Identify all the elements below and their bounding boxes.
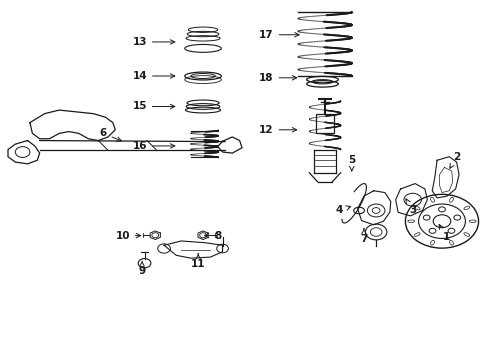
Text: 17: 17	[259, 30, 299, 40]
Text: 13: 13	[132, 37, 174, 47]
Text: 15: 15	[132, 102, 174, 112]
Text: 18: 18	[259, 73, 296, 83]
Text: 5: 5	[347, 155, 355, 171]
Text: 12: 12	[259, 125, 296, 135]
Text: 2: 2	[449, 152, 459, 168]
Text: 8: 8	[204, 231, 221, 240]
Text: 6: 6	[99, 129, 121, 141]
Text: 11: 11	[190, 254, 205, 269]
Text: 3: 3	[405, 199, 415, 216]
Text: 16: 16	[132, 141, 174, 151]
Text: 4: 4	[335, 206, 350, 216]
Text: 1: 1	[438, 225, 449, 242]
Text: 10: 10	[115, 231, 141, 240]
Text: 9: 9	[138, 261, 145, 276]
Text: 14: 14	[132, 71, 174, 81]
Text: 7: 7	[360, 229, 367, 244]
